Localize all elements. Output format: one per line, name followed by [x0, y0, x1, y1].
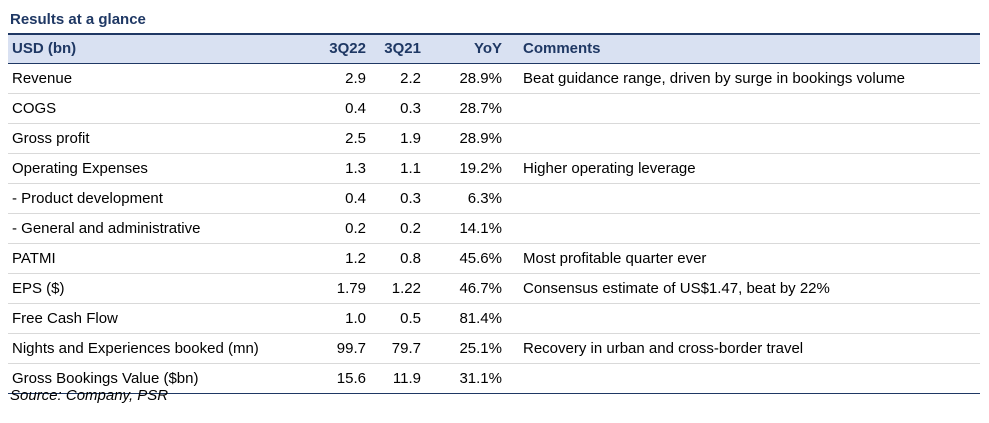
value-3q21: 0.5	[372, 303, 429, 334]
row-label: Nights and Experiences booked (mn)	[8, 333, 310, 364]
value-3q21: 0.3	[372, 93, 429, 124]
row-label: - Product development	[8, 183, 310, 214]
table-row: Free Cash Flow 1.0 0.5 81.4%	[8, 303, 980, 334]
value-3q21: 0.8	[372, 243, 429, 274]
table-row: Operating Expenses 1.3 1.1 19.2% Higher oper…	[8, 153, 980, 184]
table-row: Gross Bookings Value ($bn) 15.6 11.9 31.1%	[8, 363, 980, 394]
row-comment: Beat guidance range, driven by surge in …	[508, 63, 980, 94]
value-yoy: 6.3%	[429, 183, 508, 214]
row-comment	[508, 183, 980, 214]
table-body: Revenue 2.9 2.2 28.9% Beat guidance range, d…	[8, 63, 980, 394]
row-comment	[508, 303, 980, 334]
table-row: Nights and Experiences booked (mn) 99.7 79…	[8, 333, 980, 364]
value-3q21: 1.9	[372, 123, 429, 154]
row-comment	[508, 93, 980, 124]
value-3q21: 11.9	[372, 363, 429, 394]
row-comment: Recovery in urban and cross-border trave…	[508, 333, 980, 364]
value-3q22: 99.7	[310, 333, 372, 364]
value-yoy: 31.1%	[429, 363, 508, 394]
header-yoy: YoY	[429, 35, 508, 64]
value-3q22: 15.6	[310, 363, 372, 394]
table-row: COGS 0.4 0.3 28.7%	[8, 93, 980, 124]
value-3q22: 1.3	[310, 153, 372, 184]
value-3q21: 1.22	[372, 273, 429, 304]
value-3q22: 0.2	[310, 213, 372, 244]
value-yoy: 19.2%	[429, 153, 508, 184]
row-label: Free Cash Flow	[8, 303, 310, 334]
header-usd-bn: USD (bn)	[8, 35, 310, 64]
row-comment	[508, 123, 980, 154]
table-row: - Product development 0.4 0.3 6.3%	[8, 183, 980, 214]
row-comment: Consensus estimate of US$1.47, beat by 2…	[508, 273, 980, 304]
value-3q22: 1.2	[310, 243, 372, 274]
row-comment	[508, 213, 980, 244]
results-table: USD (bn) 3Q22 3Q21 YoY Comments Revenue 2…	[8, 35, 980, 394]
row-label: COGS	[8, 93, 310, 124]
table-row: EPS ($) 1.79 1.22 46.7% Consensus estimate o…	[8, 273, 980, 304]
row-label: EPS ($)	[8, 273, 310, 304]
value-3q21: 1.1	[372, 153, 429, 184]
table-row: PATMI 1.2 0.8 45.6% Most profitable quarter …	[8, 243, 980, 274]
value-3q22: 2.5	[310, 123, 372, 154]
table-row: - General and administrative 0.2 0.2 14.1%	[8, 213, 980, 244]
value-3q21: 79.7	[372, 333, 429, 364]
table-row: Revenue 2.9 2.2 28.9% Beat guidance range, d…	[8, 63, 980, 94]
value-yoy: 28.7%	[429, 93, 508, 124]
title-divider	[8, 33, 980, 35]
row-label: Operating Expenses	[8, 153, 310, 184]
value-yoy: 25.1%	[429, 333, 508, 364]
value-yoy: 28.9%	[429, 123, 508, 154]
row-comment: Higher operating leverage	[508, 153, 980, 184]
header-3q21: 3Q21	[372, 35, 429, 64]
value-3q21: 0.2	[372, 213, 429, 244]
table-title: Results at a glance	[10, 11, 146, 28]
value-3q22: 0.4	[310, 183, 372, 214]
value-yoy: 28.9%	[429, 63, 508, 94]
value-yoy: 81.4%	[429, 303, 508, 334]
header-row: USD (bn) 3Q22 3Q21 YoY Comments	[8, 35, 980, 64]
value-3q22: 2.9	[310, 63, 372, 94]
value-3q22: 1.0	[310, 303, 372, 334]
row-label: Revenue	[8, 63, 310, 94]
row-label: Gross Bookings Value ($bn)	[8, 363, 310, 394]
table-header: USD (bn) 3Q22 3Q21 YoY Comments	[8, 35, 980, 64]
row-comment	[508, 363, 980, 394]
value-3q22: 1.79	[310, 273, 372, 304]
value-yoy: 14.1%	[429, 213, 508, 244]
value-3q21: 2.2	[372, 63, 429, 94]
value-3q22: 0.4	[310, 93, 372, 124]
source-note: Source: Company, PSR	[10, 387, 169, 404]
header-comments: Comments	[508, 35, 980, 64]
row-label: - General and administrative	[8, 213, 310, 244]
value-yoy: 45.6%	[429, 243, 508, 274]
value-yoy: 46.7%	[429, 273, 508, 304]
row-comment: Most profitable quarter ever	[508, 243, 980, 274]
row-label: Gross profit	[8, 123, 310, 154]
table-row: Gross profit 2.5 1.9 28.9%	[8, 123, 980, 154]
value-3q21: 0.3	[372, 183, 429, 214]
row-label: PATMI	[8, 243, 310, 274]
header-3q22: 3Q22	[310, 35, 372, 64]
